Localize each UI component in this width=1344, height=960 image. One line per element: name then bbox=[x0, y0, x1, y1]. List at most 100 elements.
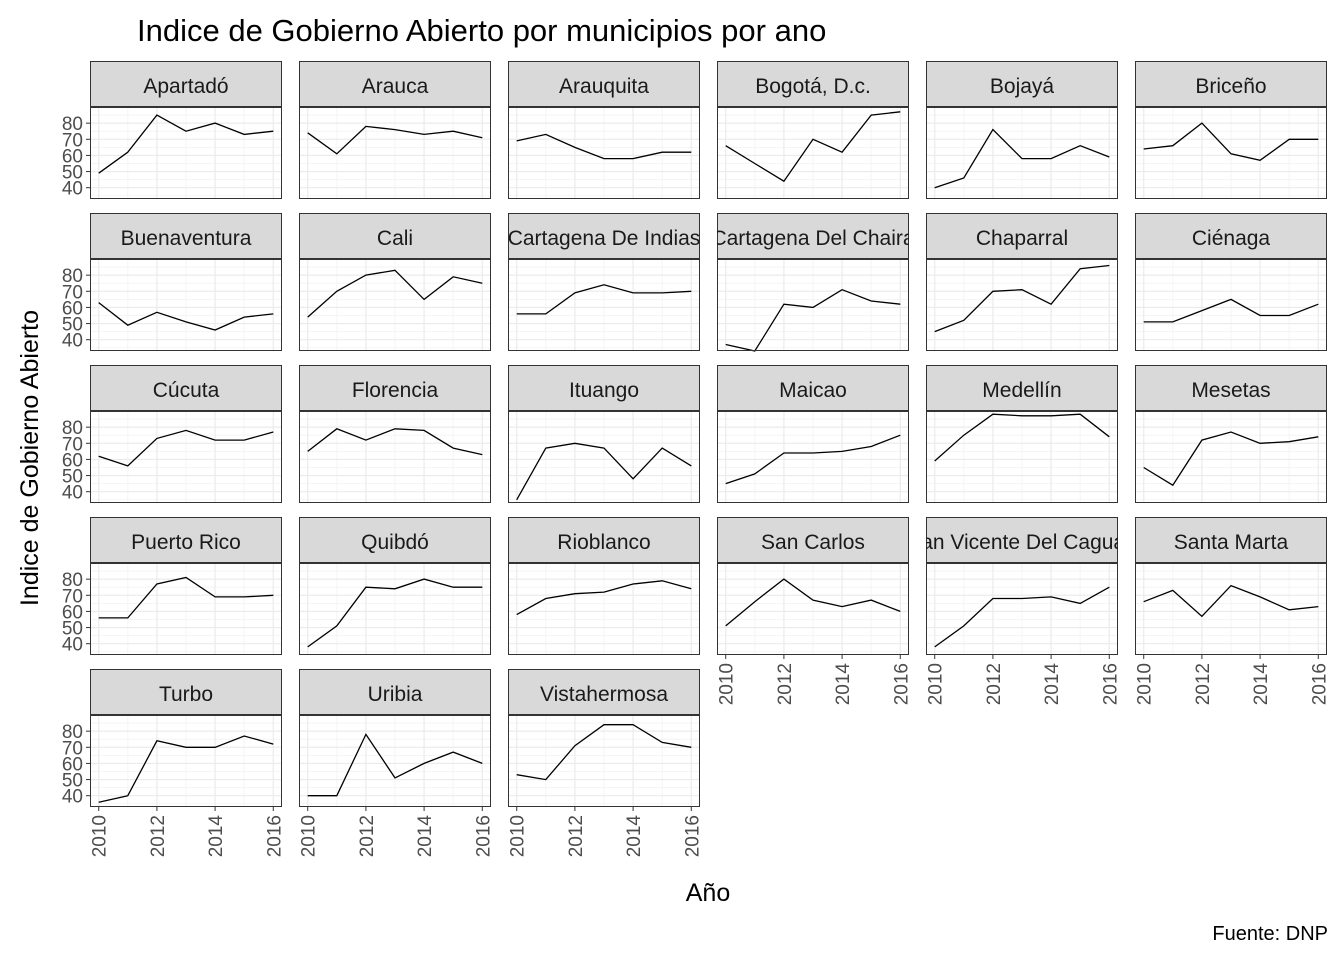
facet-strip bbox=[299, 213, 491, 259]
facet-strip-label: Turbo bbox=[159, 683, 213, 706]
y-tick-label: 80 bbox=[62, 266, 83, 287]
series-line bbox=[98, 735, 274, 803]
panel-border bbox=[926, 411, 1118, 503]
x-tick-label: 2012 bbox=[566, 815, 587, 857]
facet-strip bbox=[299, 669, 491, 715]
facet-strip-label: Ituango bbox=[569, 379, 639, 402]
x-tick-label: 2012 bbox=[148, 815, 169, 857]
y-tick-label: 50 bbox=[62, 619, 83, 640]
x-tick-label: 2012 bbox=[775, 663, 796, 705]
x-tick-label: 2016 bbox=[891, 663, 912, 705]
facet-strip-label: Puerto Rico bbox=[131, 531, 241, 554]
series-line bbox=[725, 578, 901, 627]
x-tick-label: 2012 bbox=[357, 815, 378, 857]
facet-strip-label: Cúcuta bbox=[153, 379, 220, 402]
facet-strip bbox=[1135, 61, 1327, 107]
caption: Fuente: DNP bbox=[1212, 923, 1328, 945]
series-line bbox=[98, 429, 274, 467]
facet-strip-label: San Carlos bbox=[761, 531, 865, 554]
panel-border bbox=[90, 259, 282, 351]
x-tick-label: 2014 bbox=[206, 815, 227, 858]
facet-strip bbox=[717, 517, 909, 563]
panel-border bbox=[508, 411, 700, 503]
panel-border bbox=[90, 563, 282, 655]
facet-strip bbox=[926, 365, 1118, 411]
facet-strip-label: Cartagena Del Chaira bbox=[711, 227, 914, 250]
facet-panel: Bogotá, D.c. bbox=[717, 61, 909, 199]
x-tick-label: 2010 bbox=[1135, 663, 1156, 705]
series-line bbox=[1143, 122, 1319, 161]
facet-panel: Santa Marta 2010 2012 2014 2016 bbox=[1135, 517, 1330, 705]
facet-strip-label: Arauca bbox=[362, 75, 429, 98]
facet-strip bbox=[508, 669, 700, 715]
facet-strip-label: Cali bbox=[377, 227, 413, 250]
x-tick-label: 2010 bbox=[508, 815, 529, 857]
series-line bbox=[725, 434, 901, 485]
facet-strip bbox=[299, 365, 491, 411]
facet-panel: Florencia bbox=[299, 365, 491, 503]
panel-border bbox=[1135, 259, 1327, 351]
facet-strip bbox=[508, 213, 700, 259]
y-tick-label: 50 bbox=[62, 771, 83, 792]
series-line bbox=[98, 302, 274, 331]
facet-strip bbox=[508, 365, 700, 411]
y-tick-label: 40 bbox=[62, 331, 83, 352]
y-tick-label: 40 bbox=[62, 179, 83, 200]
x-tick-label: 2010 bbox=[717, 663, 738, 705]
series-line bbox=[934, 264, 1110, 333]
series-line bbox=[516, 442, 692, 501]
x-tick-label: 2010 bbox=[90, 815, 111, 857]
facet-strip bbox=[926, 517, 1118, 563]
x-tick-label: 2016 bbox=[1309, 663, 1330, 705]
y-tick-label: 60 bbox=[62, 298, 83, 319]
y-tick-label: 70 bbox=[62, 282, 83, 303]
facet-strip-label: Uribia bbox=[368, 683, 423, 706]
y-tick-label: 60 bbox=[62, 602, 83, 623]
x-tick-label: 2016 bbox=[264, 815, 285, 857]
panel-border bbox=[926, 259, 1118, 351]
y-tick-label: 60 bbox=[62, 146, 83, 167]
facet-strip-label: Arauquita bbox=[559, 75, 649, 98]
facet-strip bbox=[299, 517, 491, 563]
facet-panel: Ituango bbox=[508, 365, 700, 503]
x-tick-label: 2014 bbox=[624, 815, 645, 858]
facet-strip-label: Briceño bbox=[1195, 75, 1266, 98]
y-tick-label: 60 bbox=[62, 754, 83, 775]
facet-strip bbox=[926, 61, 1118, 107]
facet-strip-label: Bojayá bbox=[990, 75, 1055, 98]
facet-strip bbox=[90, 669, 282, 715]
series-line bbox=[307, 125, 483, 155]
panel-border bbox=[926, 563, 1118, 655]
facet-panel: Maicao bbox=[717, 365, 909, 503]
facet-panel: Cali bbox=[299, 213, 491, 351]
facet-strip bbox=[1135, 517, 1327, 563]
y-tick-label: 80 bbox=[62, 570, 83, 591]
series-line bbox=[934, 413, 1110, 462]
y-tick-label: 80 bbox=[62, 418, 83, 439]
y-tick-label: 70 bbox=[62, 434, 83, 455]
facet-strip bbox=[717, 213, 909, 259]
panel-border bbox=[508, 259, 700, 351]
panel-border bbox=[90, 411, 282, 503]
y-tick-label: 70 bbox=[62, 130, 83, 151]
panel-border bbox=[508, 715, 700, 807]
facet-panel: Vistahermosa 2010 2012 2014 2016 bbox=[508, 669, 703, 858]
y-tick-label: 50 bbox=[62, 163, 83, 184]
panel-border bbox=[299, 411, 491, 503]
panel-border bbox=[90, 715, 282, 807]
facet-strip bbox=[90, 517, 282, 563]
panel-border bbox=[508, 107, 700, 199]
facet-panel: Mesetas bbox=[1135, 365, 1327, 503]
series-line bbox=[98, 114, 274, 174]
facet-panel: Arauquita bbox=[508, 61, 700, 199]
series-line bbox=[1143, 584, 1319, 618]
facet-panel: Arauca bbox=[299, 61, 491, 199]
x-tick-label: 2010 bbox=[299, 815, 320, 857]
facet-strip-label: Bogotá, D.c. bbox=[755, 75, 871, 98]
chart-title: Indice de Gobierno Abierto por municipio… bbox=[137, 13, 826, 48]
y-axis-label: Indice de Gobierno Abierto bbox=[16, 310, 44, 606]
